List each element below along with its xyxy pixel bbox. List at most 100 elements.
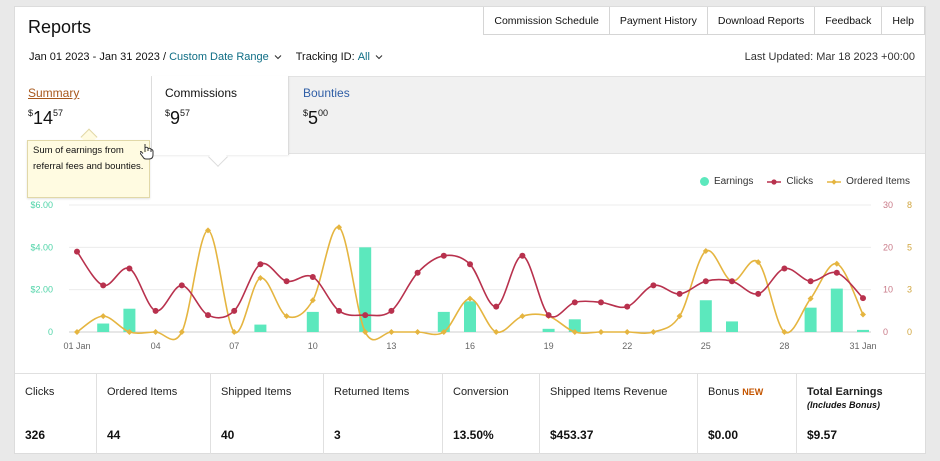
clicks-point [755, 290, 762, 297]
x-tick-label: 07 [229, 341, 239, 351]
tab-bounties[interactable]: Bounties $500 [290, 76, 427, 155]
x-tick-label: 01 Jan [63, 341, 90, 351]
hand-cursor-icon [140, 144, 154, 160]
legend-clicks[interactable]: Clicks [767, 176, 813, 187]
y-tick-label: 0 [48, 327, 53, 337]
payment-history-button[interactable]: Payment History [608, 7, 708, 35]
clicks-legend-icon [767, 178, 782, 185]
ordered-items-point [178, 329, 185, 335]
clicks-point [545, 312, 552, 319]
x-tick-label: 22 [622, 341, 632, 351]
x-tick-label: 16 [465, 341, 475, 351]
clicks-point [152, 307, 159, 314]
clicks-point [729, 278, 735, 285]
ordered-items-point [231, 329, 238, 335]
x-tick-label: 25 [701, 341, 711, 351]
legend-earnings[interactable]: Earnings [699, 176, 753, 187]
legend-ordered-items[interactable]: Ordered Items [827, 176, 910, 187]
ordered-items-point [152, 329, 159, 335]
earnings-bar [123, 308, 136, 332]
x-tick-label: 13 [386, 341, 396, 351]
stat-conversion: Conversion 13.50% [443, 374, 540, 454]
ordered-items-point [440, 329, 447, 335]
clicks-point [833, 269, 840, 276]
stat-bonus: Bonus NEW $0.00 [698, 374, 797, 454]
tab-label: Bounties [303, 86, 350, 100]
clicks-point [100, 282, 107, 289]
ordered-items-legend-icon [827, 178, 842, 185]
clicks-point [74, 248, 80, 255]
y-tick-label: $4.00 [30, 242, 53, 252]
summary-amount: $1457 [28, 108, 64, 128]
ordered-items-point [807, 295, 814, 302]
stat-ordered-items: Ordered Items 44 [97, 374, 211, 454]
feedback-button[interactable]: Feedback [814, 7, 883, 35]
top-nav: Commission Schedule Payment History Down… [483, 7, 925, 35]
ordered-items-point [755, 259, 762, 266]
custom-date-range-dropdown[interactable]: Custom Date Range [169, 51, 269, 63]
y-tick-label-items: 3 [907, 285, 912, 295]
ordered-items-point [100, 313, 107, 320]
tab-label: Summary [28, 86, 80, 100]
earnings-chart: 0 $2.00 $4.00 $6.00 0 10 20 30 0 3 5 8 01 Jan 04 07 10 1… [30, 200, 912, 351]
summary-tooltip: Sum of earnings from referral fees and b… [27, 140, 150, 198]
chevron-down-icon[interactable] [375, 53, 383, 61]
commissions-amount: $957 [165, 108, 191, 128]
x-tick-label: 10 [308, 341, 318, 351]
date-separator: / [162, 51, 167, 63]
date-range-text: Jan 01 2023 - Jan 31 2023 [29, 51, 160, 63]
y-tick-label-clicks: 0 [883, 327, 888, 337]
ordered-items-point [126, 329, 133, 335]
clicks-point [440, 252, 447, 259]
ordered-items-point [624, 329, 631, 335]
x-tick-label: 28 [779, 341, 789, 351]
tracking-id-dropdown[interactable]: All [357, 51, 370, 63]
clicks-point [860, 295, 866, 302]
commission-schedule-button[interactable]: Commission Schedule [483, 7, 610, 35]
earnings-legend-icon [699, 177, 709, 186]
ordered-items-point [493, 329, 500, 335]
earnings-bar [306, 311, 319, 332]
help-button[interactable]: Help [881, 7, 925, 35]
stats-bar: Clicks 326 Ordered Items 44 Shipped Item… [15, 373, 925, 454]
tracking-id-label: Tracking ID: [295, 51, 355, 63]
ordered-items-point [598, 329, 604, 335]
clicks-point [519, 252, 526, 259]
stat-total-earnings: Total Earnings (Includes Bonus) $9.57 [807, 386, 883, 442]
earnings-bar [254, 324, 267, 332]
tab-commissions[interactable]: Commissions $957 [152, 76, 289, 155]
clicks-point [309, 273, 316, 280]
earnings-bar [464, 301, 476, 332]
earnings-bar [542, 328, 555, 332]
earnings-bar [830, 288, 843, 332]
ordered-items-point [781, 329, 788, 335]
download-reports-button[interactable]: Download Reports [706, 7, 816, 35]
earnings-bar [726, 321, 738, 332]
y-tick-label-items: 0 [907, 327, 912, 337]
earnings-bar [437, 311, 450, 332]
clicks-point [467, 261, 473, 268]
stat-shipped-items: Shipped Items 40 [211, 374, 324, 454]
x-tick-label: 31 Jan [849, 341, 876, 351]
ordered-items-point [74, 329, 80, 335]
ordered-items-point [467, 295, 473, 302]
earnings-bar [804, 307, 817, 332]
ordered-items-point [833, 260, 840, 267]
clicks-point [493, 303, 500, 310]
chart-legend: Earnings Clicks Ordered Items [686, 176, 910, 187]
x-tick-label: 19 [544, 341, 554, 351]
earnings-bar [857, 329, 869, 332]
ordered-items-point [519, 313, 526, 320]
clicks-point [283, 278, 290, 285]
ordered-items-point [650, 329, 657, 335]
ordered-items-point [414, 329, 421, 335]
y-tick-label-clicks: 10 [883, 285, 893, 295]
y-tick-label-items: 5 [907, 242, 912, 252]
chevron-down-icon[interactable] [274, 53, 282, 61]
reports-panel: Reports Commission Schedule Payment Hist… [14, 6, 926, 454]
stat-returned-items: Returned Items 3 [324, 374, 443, 454]
ordered-items-point [309, 297, 316, 304]
clicks-point [624, 303, 631, 310]
earnings-bar [97, 323, 110, 332]
ordered-items-point [362, 329, 369, 335]
